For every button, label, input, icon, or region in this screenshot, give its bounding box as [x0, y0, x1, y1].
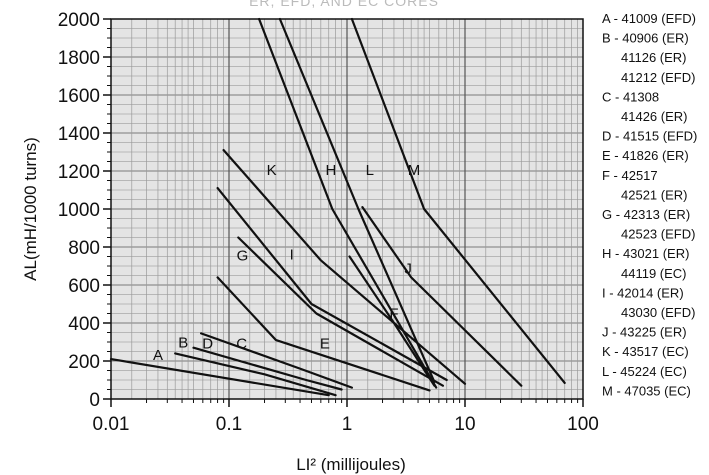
legend-entry: J - 43225 (ER) — [602, 325, 687, 340]
curve-label-M: M — [408, 162, 421, 179]
chart-title: ER, EFD, AND EC CORES — [249, 0, 439, 9]
y-tick-label: 1800 — [58, 48, 100, 69]
curve-label-K: K — [267, 162, 277, 179]
curve-H — [258, 17, 438, 389]
curve-B — [174, 352, 337, 397]
curve-E — [216, 276, 431, 392]
y-tick-label: 600 — [68, 276, 100, 297]
curve-label-J: J — [404, 261, 412, 278]
legend-entry: L - 45224 (EC) — [602, 364, 687, 379]
legend-entry: H - 43021 (ER) — [602, 246, 689, 261]
legend-entry: C - 41308 — [602, 89, 659, 104]
legend-entry: D - 41515 (EFD) — [602, 129, 697, 144]
curve-labels: AB D C E G I K H L M J F — [153, 162, 420, 364]
curve-label-D: D — [202, 336, 213, 353]
legend-entry: K - 43517 (EC) — [602, 344, 689, 359]
legend-entry: A - 41009 (EFD) — [602, 11, 696, 26]
curve-label-C: C — [236, 336, 247, 353]
curve-F — [348, 255, 436, 387]
curve-D — [192, 346, 343, 391]
legend-entry: 43030 (EFD) — [621, 305, 695, 320]
y-tick-label: 1000 — [58, 200, 100, 221]
legend-entry: 41426 (ER) — [621, 109, 687, 124]
y-tick-label: 800 — [68, 238, 100, 259]
y-tick-label: 0 — [89, 390, 100, 411]
legend-entry: G - 42313 (ER) — [602, 207, 690, 222]
y-tick-label: 1600 — [58, 86, 100, 107]
y-axis-title: AL(mH/1000 turns) — [21, 137, 40, 281]
y-tick-label: 400 — [68, 314, 100, 335]
curve-label-B: B — [178, 335, 188, 352]
curves — [109, 17, 566, 397]
legend-entry: B - 40906 (ER) — [602, 31, 689, 46]
x-tick-label: 0.1 — [216, 414, 242, 435]
curve-label-L: L — [366, 162, 374, 179]
curve-label-G: G — [237, 247, 249, 264]
legend: A - 41009 (EFD) B - 40906 (ER) 41126 (ER) 4… — [602, 11, 697, 398]
curve-L — [278, 17, 436, 383]
legend-entry: 42523 (EFD) — [621, 227, 695, 242]
y-tick-label: 1400 — [58, 124, 100, 145]
legend-entry: 41126 (ER) — [621, 50, 687, 65]
curve-label-A: A — [153, 347, 163, 364]
x-tick-label: 10 — [454, 414, 475, 435]
y-tick-label: 200 — [68, 352, 100, 373]
curve-label-E: E — [320, 336, 330, 353]
axes: 0 200 400 600 800 1000 1200 1400 1600 1800 2000 0.0… — [58, 10, 599, 435]
legend-entry: 42521 (ER) — [621, 187, 687, 202]
legend-entry: I - 42014 (ER) — [602, 285, 684, 300]
curve-C — [200, 332, 353, 389]
x-tick-label: 1 — [342, 414, 353, 435]
y-tick-label: 1200 — [58, 162, 100, 183]
curve-label-F: F — [389, 305, 398, 322]
legend-entry: F - 42517 — [602, 168, 658, 183]
curve-G — [237, 236, 444, 387]
legend-entry: E - 41826 (ER) — [602, 148, 689, 163]
y-tick-label: 2000 — [58, 10, 100, 31]
legend-entry: 41212 (EFD) — [621, 70, 695, 85]
curve-label-I: I — [290, 246, 294, 263]
x-axis-title: LI² (millijoules) — [296, 455, 406, 474]
x-tick-label: 0.01 — [93, 414, 130, 435]
legend-entry: M - 47035 (EC) — [602, 383, 691, 398]
curve-M — [350, 17, 566, 384]
x-tick-label: 100 — [567, 414, 599, 435]
legend-entry: 44119 (EC) — [621, 266, 687, 281]
curve-I — [216, 187, 448, 382]
curve-A — [109, 358, 330, 397]
curve-J — [361, 206, 523, 387]
curve-label-H: H — [325, 162, 336, 179]
